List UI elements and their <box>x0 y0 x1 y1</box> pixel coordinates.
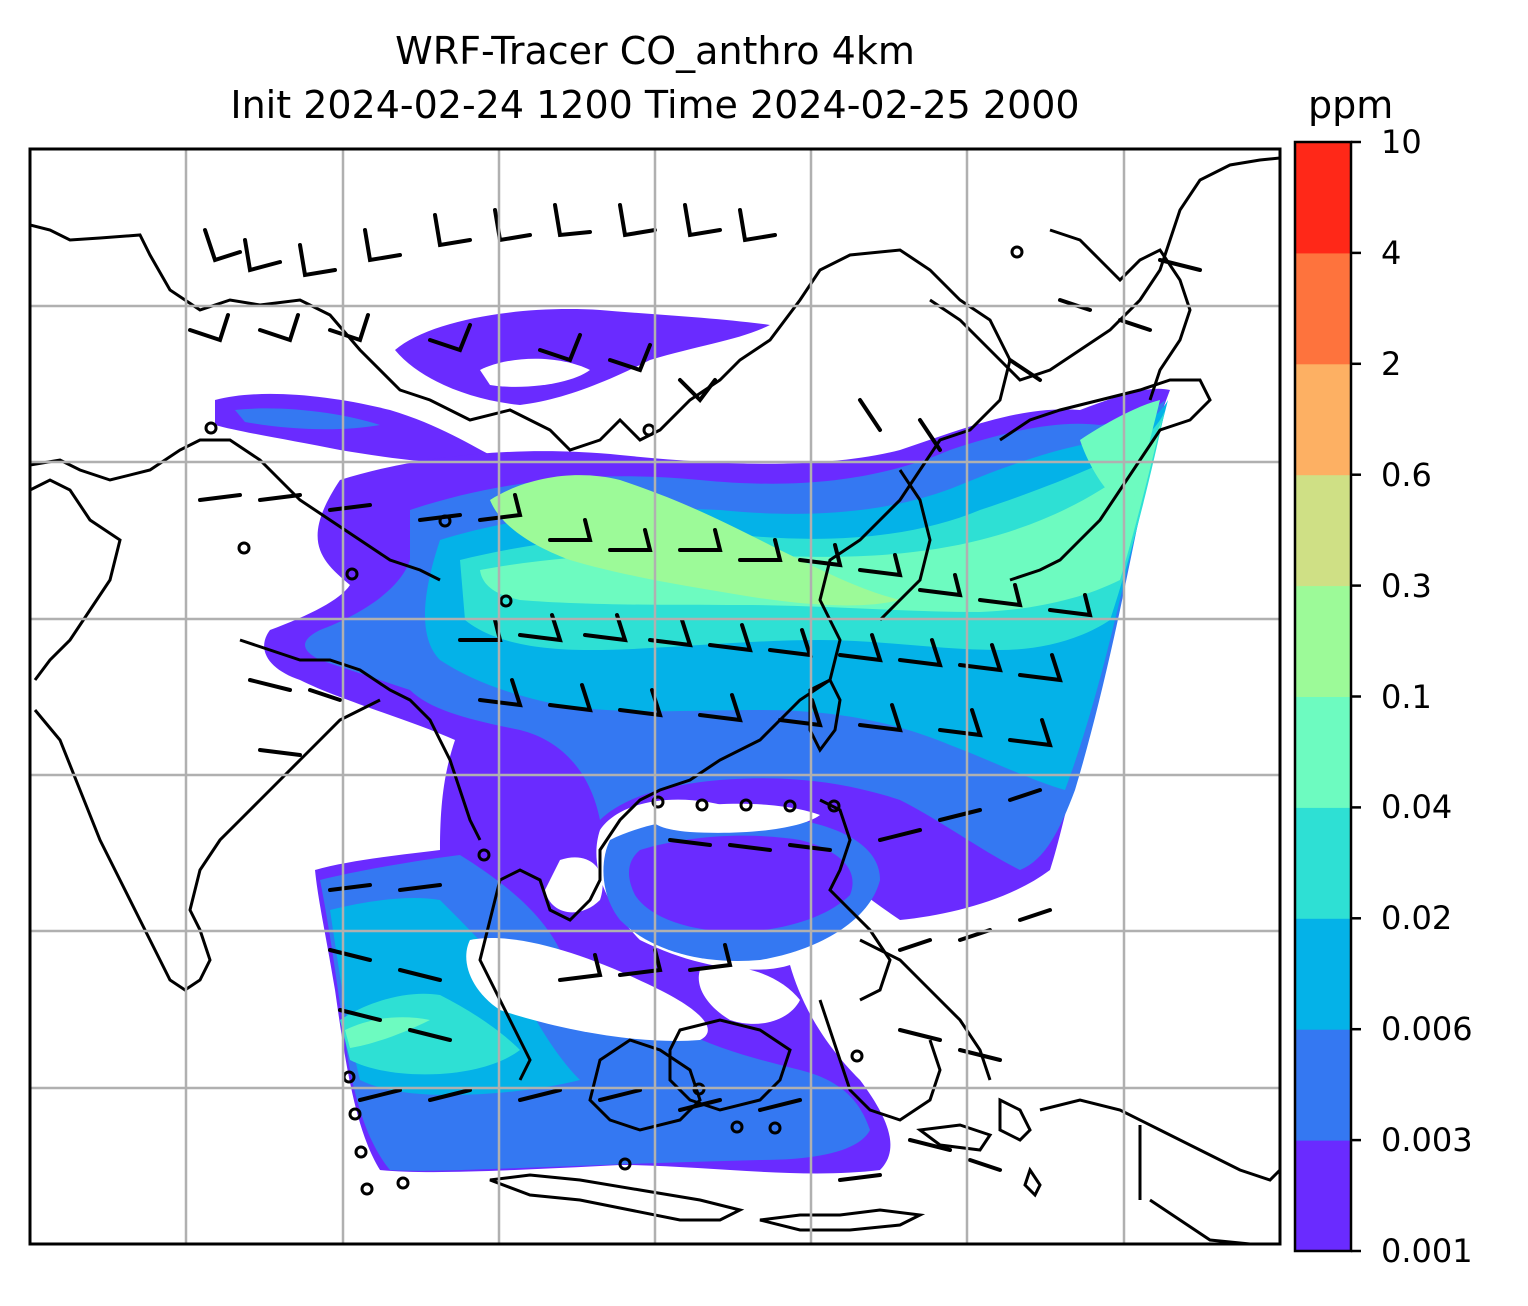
colorbar <box>1295 140 1361 1253</box>
chart-title-line1: WRF-Tracer CO_anthro 4km <box>395 29 915 73</box>
colorbar-segment <box>1295 918 1351 1030</box>
colorbar-tick-label: 0.001 <box>1381 1232 1473 1270</box>
colorbar-frame <box>1293 140 1353 1253</box>
colorbar-tick-label: 2 <box>1381 344 1402 383</box>
colorbar-tick-label: 0.02 <box>1381 899 1453 938</box>
colorbar-segment <box>1295 696 1351 808</box>
map-frame <box>28 147 1282 1246</box>
colorbar-segment <box>1295 252 1351 365</box>
wind-barbs <box>188 203 1202 1182</box>
colorbar-segment <box>1295 363 1351 476</box>
colorbar-tick-label: 0.1 <box>1381 677 1432 716</box>
colorbar-tick-label: 0.3 <box>1381 566 1432 605</box>
colorbar-segment <box>1295 474 1351 587</box>
colorbar-tick-label: 10 <box>1381 123 1422 161</box>
co-concentration-field <box>215 309 1170 1174</box>
colorbar-tick-label: 0.6 <box>1381 455 1432 494</box>
map-gridlines <box>30 149 1280 1244</box>
colorbar-tick-label: 4 <box>1381 233 1402 272</box>
colorbar-tick-label: 0.006 <box>1381 1010 1473 1049</box>
colorbar-segment <box>1295 807 1351 919</box>
colorbar-segment <box>1295 585 1351 697</box>
colorbar-segment <box>1295 1140 1351 1252</box>
colorbar-segment <box>1295 142 1351 254</box>
colorbar-segment <box>1295 1029 1351 1141</box>
chart-title-line2: Init 2024-02-24 1200 Time 2024-02-25 200… <box>230 83 1080 127</box>
colorbar-unit-label: ppm <box>1308 83 1394 127</box>
colorbar-tick-label: 0.003 <box>1381 1121 1473 1160</box>
colorbar-tick-label: 0.04 <box>1381 788 1453 827</box>
